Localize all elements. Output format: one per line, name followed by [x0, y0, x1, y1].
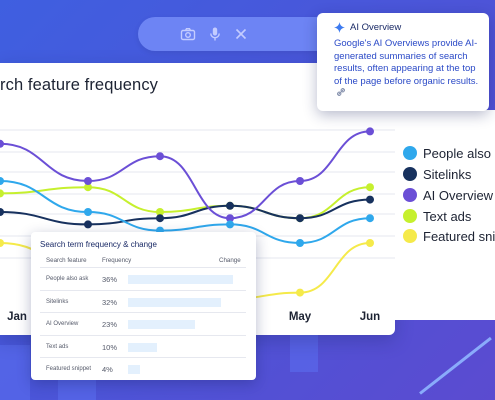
ai-overview-title: AI Overview — [350, 22, 402, 33]
chart-title: rch feature frequency — [0, 76, 159, 94]
ai-overview-body: Google's AI Overviews provide AI-generat… — [334, 38, 479, 87]
data-point[interactable] — [296, 239, 304, 247]
data-point[interactable] — [0, 239, 4, 247]
legend-label: People also a — [423, 145, 495, 161]
row-feature-name: Sitelinks — [46, 298, 69, 305]
row-frequency-value: 36% — [102, 275, 118, 284]
background-tile — [290, 332, 318, 372]
data-point[interactable] — [0, 177, 4, 185]
table-row[interactable]: Text ads 10% — [40, 334, 246, 358]
column-header-frequency: Frequency — [102, 257, 132, 264]
legend-item[interactable]: Sitelinks — [403, 164, 471, 184]
data-point[interactable] — [226, 201, 234, 210]
data-point[interactable] — [226, 220, 234, 229]
background-tile — [0, 345, 30, 400]
table-row[interactable]: People also ask 36% — [40, 267, 246, 290]
data-point[interactable] — [366, 183, 374, 192]
row-feature-name: Featured snippet — [46, 366, 92, 372]
data-point[interactable] — [0, 208, 4, 216]
x-tick-label: Jan — [7, 311, 27, 323]
legend-label: Text ads — [423, 208, 472, 224]
data-point[interactable] — [156, 214, 164, 223]
data-point[interactable] — [296, 288, 304, 297]
data-point[interactable] — [84, 208, 92, 216]
data-point[interactable] — [366, 127, 374, 136]
table-row[interactable]: Featured snippet 4% — [40, 357, 246, 380]
data-point[interactable] — [84, 183, 92, 192]
legend-swatch — [403, 146, 417, 160]
x-tick-label: May — [289, 311, 312, 323]
row-feature-name: People also ask — [46, 276, 89, 282]
legend-label: AI Overview — [423, 187, 494, 203]
legend-swatch — [403, 229, 417, 243]
column-header-feature: Search feature — [46, 257, 87, 264]
row-frequency-value: 32% — [102, 297, 118, 307]
legend-swatch — [403, 167, 417, 181]
series-line-1 — [0, 198, 371, 226]
data-point[interactable] — [84, 220, 92, 229]
data-point[interactable] — [156, 152, 164, 161]
legend-label: Featured snip — [423, 228, 495, 244]
legend-item[interactable]: Featured snip — [403, 226, 495, 246]
row-feature-name: AI Overview — [46, 321, 79, 327]
data-point[interactable] — [366, 195, 374, 204]
row-frequency-bar — [128, 275, 233, 284]
x-tick-label: Jun — [360, 311, 380, 323]
data-point[interactable] — [0, 189, 4, 198]
data-point[interactable] — [366, 239, 374, 247]
table-row[interactable]: AI Overview 23% — [40, 312, 246, 335]
data-point[interactable] — [296, 214, 304, 223]
table-row[interactable]: Sitelinks 32% — [40, 289, 246, 313]
legend-swatch — [403, 188, 417, 202]
row-frequency-value: 23% — [102, 320, 118, 329]
row-frequency-value: 10% — [102, 342, 118, 352]
data-point[interactable] — [156, 208, 164, 216]
data-point[interactable] — [0, 139, 4, 148]
series-line-2 — [0, 130, 371, 220]
row-feature-name: Text ads — [46, 343, 69, 350]
camera-icon[interactable] — [180, 26, 196, 42]
row-frequency-bar — [128, 320, 196, 329]
data-point[interactable] — [296, 177, 304, 185]
ai-overview-text: Google's AI Overviews provide AI-generat… — [334, 38, 484, 101]
ai-overview-header: AI Overview — [334, 22, 401, 33]
sparkle-icon — [334, 22, 345, 33]
data-point[interactable] — [84, 177, 92, 185]
series-line-0 — [0, 180, 371, 245]
table-title: Search term frequency & change — [40, 240, 157, 249]
row-frequency-bar — [128, 365, 140, 374]
series-line-3 — [0, 186, 371, 220]
row-frequency-bar — [128, 297, 222, 307]
data-point[interactable] — [226, 214, 234, 223]
legend-item[interactable]: People also a — [403, 143, 495, 163]
legend-swatch — [403, 209, 417, 223]
link-icon[interactable] — [337, 88, 345, 97]
legend-item[interactable]: AI Overview — [403, 185, 493, 205]
close-icon[interactable] — [233, 26, 249, 42]
data-point[interactable] — [366, 214, 374, 223]
background-stripe — [419, 336, 492, 395]
ai-overview-card — [317, 13, 489, 111]
microphone-icon[interactable] — [207, 26, 223, 42]
row-frequency-value: 4% — [102, 365, 113, 374]
line-chart: Jan May Jun — [0, 127, 395, 323]
column-header-change: Change — [219, 257, 241, 264]
legend-item[interactable]: Text ads — [403, 206, 471, 226]
row-frequency-bar — [128, 342, 158, 352]
legend-label: Sitelinks — [423, 166, 472, 182]
